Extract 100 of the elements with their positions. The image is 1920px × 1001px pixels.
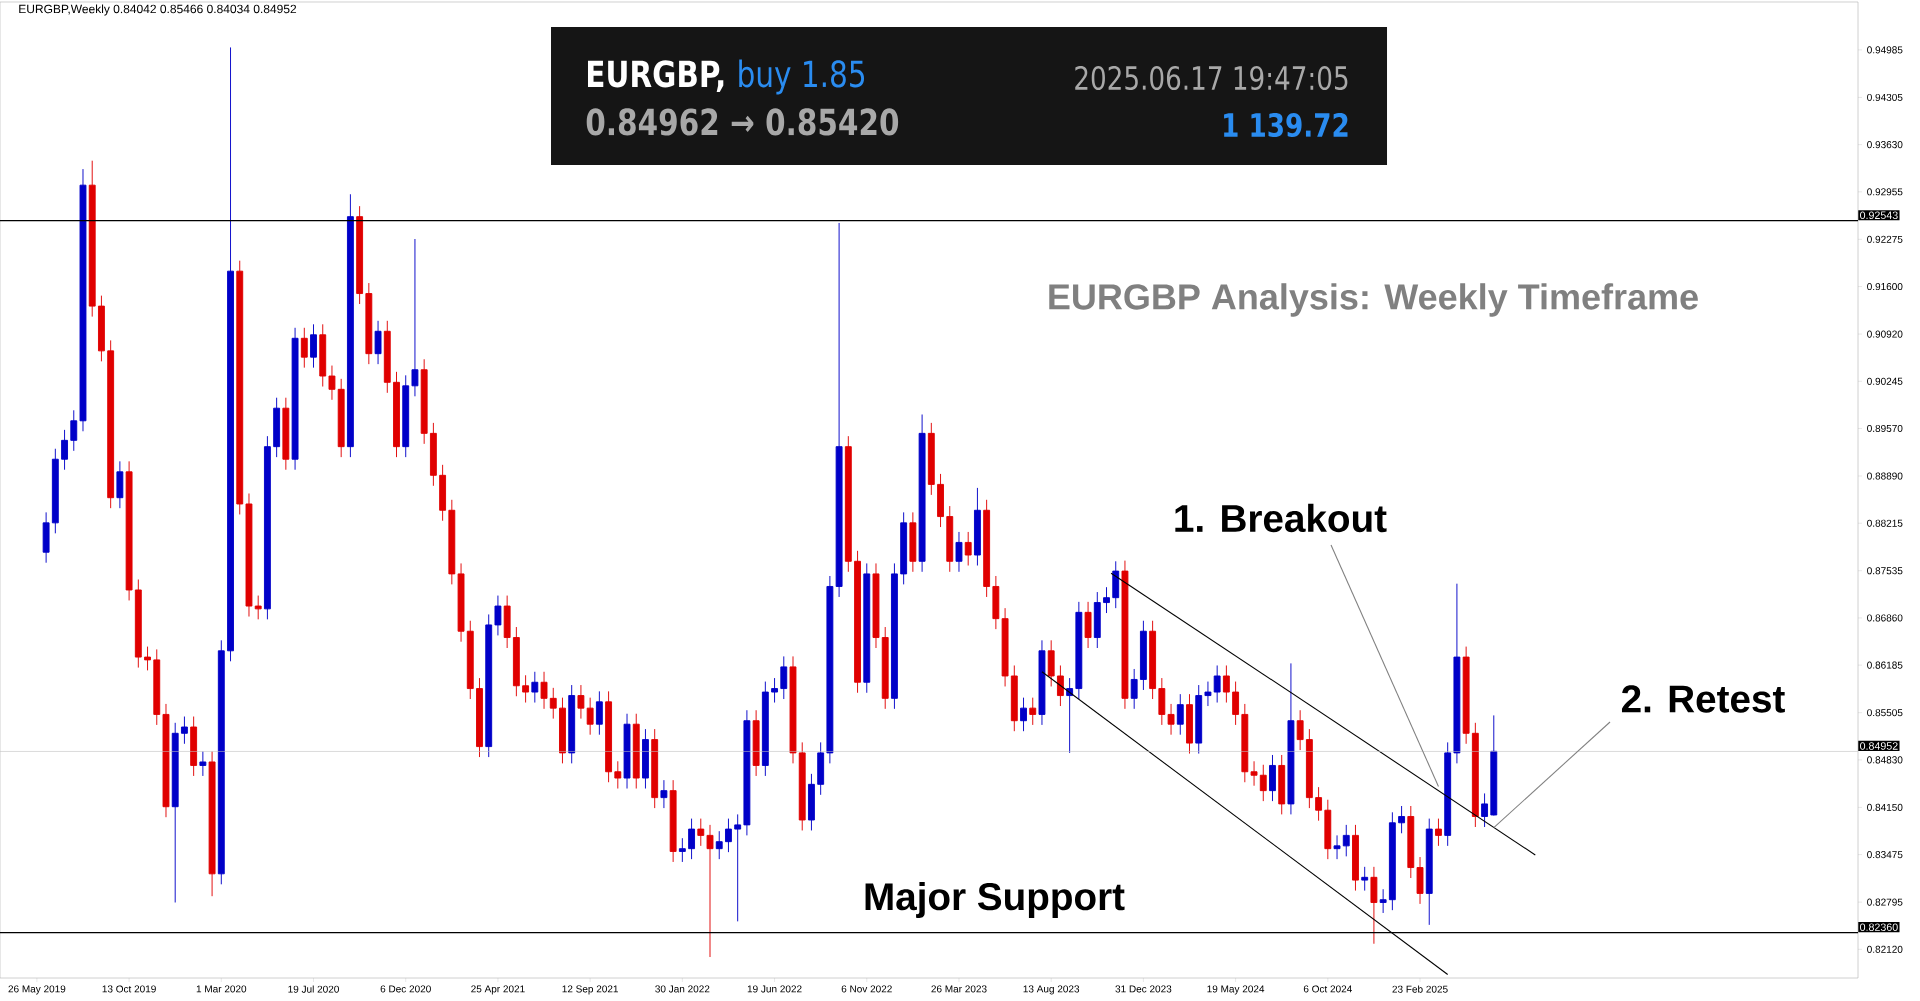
y-tick-label: 0.90920 <box>1867 330 1903 338</box>
candlestick <box>660 779 668 809</box>
candlestick <box>98 295 105 362</box>
candlestick <box>844 435 852 573</box>
candlestick <box>411 238 419 397</box>
candlestick <box>116 460 124 509</box>
y-tick-label: 0.86860 <box>1867 614 1903 622</box>
candlestick <box>540 671 548 710</box>
candlestick <box>1075 601 1083 700</box>
candlestick <box>1278 754 1286 815</box>
candlestick <box>1342 824 1350 857</box>
candlestick <box>494 595 502 636</box>
candlestick <box>531 671 539 704</box>
candlestick <box>199 751 207 777</box>
candlestick <box>466 620 474 700</box>
candlestick <box>1435 818 1442 847</box>
candlestick <box>236 260 244 515</box>
candlestick <box>1398 805 1406 834</box>
annotation: 0.84962 → 0.85420 <box>586 108 899 136</box>
y-tick-label: 0.92955 <box>1867 188 1903 196</box>
candlestick <box>476 677 483 758</box>
candlestick <box>208 751 216 897</box>
candlestick <box>79 168 87 432</box>
y-tick-label: 0.86185 <box>1867 661 1903 669</box>
candlestick <box>1481 792 1488 828</box>
candlestick <box>1176 693 1184 736</box>
candlestick <box>1222 665 1230 704</box>
candlestick <box>1287 662 1295 815</box>
annotation: 2. Retest <box>1621 685 1785 713</box>
candlestick <box>356 205 364 305</box>
candlestick <box>420 358 428 445</box>
candlestick <box>1425 818 1433 926</box>
candlestick <box>1388 811 1396 911</box>
candlestick <box>1305 728 1313 809</box>
x-tick-label: 26 Mar 2023 <box>931 985 987 993</box>
x-tick-label: 13 Oct 2019 <box>102 985 156 993</box>
candlestick <box>503 595 511 649</box>
candlestick <box>1407 805 1415 879</box>
x-tick-label: 25 Apr 2021 <box>471 985 525 995</box>
candlestick <box>337 378 345 458</box>
candlestick <box>1029 697 1037 726</box>
candlestick <box>70 409 78 452</box>
annotation: 1. Breakout <box>1175 503 1387 533</box>
candlestick <box>817 741 825 796</box>
y-tick-label: 0.91600 <box>1867 283 1903 291</box>
candlestick <box>1416 856 1424 905</box>
candlestick <box>900 511 908 585</box>
candlestick <box>383 320 391 394</box>
annotation: buy 1.85 <box>739 59 865 95</box>
candlestick <box>51 448 59 534</box>
y-tick-label: 0.94985 <box>1867 46 1903 54</box>
candlestick <box>909 511 917 573</box>
candlestick <box>1490 714 1498 816</box>
annotation: 1 139.72 <box>1224 112 1348 138</box>
candlestick <box>88 160 96 318</box>
candlestick <box>522 674 530 704</box>
candlestick <box>365 282 373 365</box>
candlestick <box>725 818 732 853</box>
y-tick-label: 0.89570 <box>1867 424 1903 433</box>
candlestick <box>1038 639 1046 726</box>
y-tick-label: 0.82795 <box>1867 898 1903 906</box>
candlestick <box>1167 703 1175 736</box>
candlestick <box>1232 681 1240 726</box>
y-tick-label: 0.83475 <box>1867 851 1903 859</box>
candlestick <box>1462 646 1470 745</box>
candlestick <box>1241 703 1249 783</box>
candlestick <box>1333 834 1341 860</box>
candlestick <box>1370 866 1378 945</box>
candlestick <box>429 422 437 487</box>
candlestick <box>402 374 410 458</box>
candlestick <box>697 818 705 847</box>
candlestick <box>798 741 806 831</box>
candlestick <box>964 531 972 566</box>
candlestick <box>752 709 760 777</box>
x-tick-label: 6 Oct 2024 <box>1303 985 1352 993</box>
y-tick-label: 0.90245 <box>1867 377 1903 385</box>
candlestick <box>300 327 308 369</box>
candlestick <box>1093 591 1101 649</box>
candlestick <box>245 493 253 618</box>
candlestick <box>1315 786 1323 822</box>
x-tick-label: 19 May 2024 <box>1207 985 1265 995</box>
candlestick <box>927 422 935 496</box>
x-tick-label: 12 Sep 2021 <box>562 985 618 995</box>
candlestick <box>61 429 68 471</box>
candlestick <box>374 320 382 365</box>
candlestick <box>107 339 115 509</box>
candlestick <box>1213 665 1221 704</box>
candlestick <box>595 690 603 736</box>
candlestick <box>1471 722 1479 828</box>
candlestick <box>734 813 742 922</box>
x-tick-label: 26 May 2019 <box>8 985 66 995</box>
candlestick <box>1112 560 1120 609</box>
candlestick <box>1066 677 1074 754</box>
candlestick <box>125 460 133 601</box>
candlestick <box>983 499 991 598</box>
candlestick <box>973 487 981 566</box>
candlestick <box>1379 888 1387 914</box>
x-tick-label: 31 Dec 2023 <box>1115 985 1172 993</box>
candlestick <box>891 562 898 710</box>
candlestick <box>946 505 954 573</box>
